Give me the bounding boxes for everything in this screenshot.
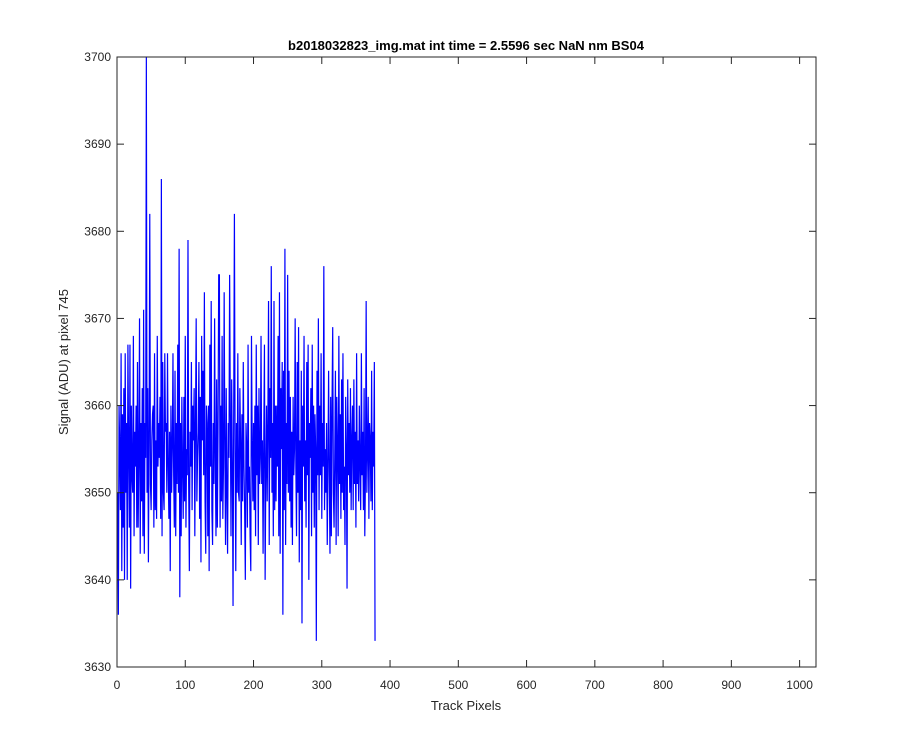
x-tick-label: 500 — [448, 678, 468, 692]
x-tick-label: 900 — [721, 678, 741, 692]
x-tick-label: 100 — [175, 678, 195, 692]
x-tick-label: 700 — [585, 678, 605, 692]
series-layer — [117, 56, 376, 641]
y-tick-label: 3680 — [84, 224, 111, 238]
y-tick-label: 3690 — [84, 137, 111, 151]
y-axis: 3630 3640 3650 3660 3670 3680 3690 3700 — [84, 50, 816, 674]
x-axis: 0 100 200 300 400 500 600 700 800 900 1000 — [114, 57, 813, 692]
y-tick-label: 3670 — [84, 311, 111, 325]
x-tick-label: 600 — [517, 678, 537, 692]
x-tick-label: 0 — [114, 678, 121, 692]
axes-box — [116, 56, 817, 668]
y-tick-label: 3630 — [84, 660, 111, 674]
y-axis-label: Signal (ADU) at pixel 745 — [56, 289, 71, 435]
x-tick-label: 1000 — [786, 678, 813, 692]
x-tick-label: 200 — [244, 678, 264, 692]
y-tick-label: 3650 — [84, 486, 111, 500]
y-tick-label: 3700 — [84, 50, 111, 64]
series-line-0 — [117, 56, 376, 641]
y-tick-label: 3640 — [84, 573, 111, 587]
x-tick-label: 300 — [312, 678, 332, 692]
chart-title: b2018032823_img.mat int time = 2.5596 se… — [288, 38, 645, 53]
x-axis-label: Track Pixels — [431, 698, 502, 713]
y-tick-label: 3660 — [84, 399, 111, 413]
x-tick-label: 800 — [653, 678, 673, 692]
x-tick-label: 400 — [380, 678, 400, 692]
